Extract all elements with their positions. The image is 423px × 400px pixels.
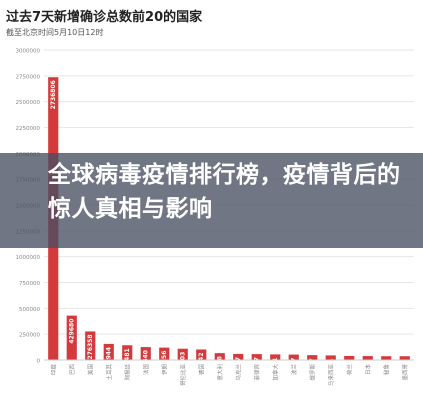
bar-value-label: 124840 (143, 350, 150, 375)
y-tick-label: 250000 (19, 333, 40, 339)
x-tick-label: 墨西哥 (402, 364, 409, 381)
bar (362, 356, 373, 360)
y-tick-label: 3000000 (16, 49, 41, 55)
y-tick-label: 1000000 (16, 255, 41, 261)
x-tick-label: 法国 (142, 364, 150, 376)
x-tick-label: 加拿大 (271, 364, 279, 381)
bar-value-label: 101942 (198, 352, 205, 377)
x-tick-label: 哥伦比亚 (179, 364, 187, 387)
bar (159, 347, 170, 360)
bar-value-label: 36549 (402, 359, 409, 380)
bar (85, 331, 96, 360)
bar-value-label: 109103 (180, 352, 187, 377)
bar-value-label: 36682 (383, 359, 390, 380)
bar (399, 356, 410, 360)
bar (233, 353, 244, 360)
bar-value-label: 37795 (365, 359, 372, 380)
x-tick-label: 德国 (197, 364, 205, 376)
chart-title: 过去7天新增确诊总数前20的国家 (6, 10, 203, 25)
bar-value-label: 119956 (161, 351, 168, 376)
x-tick-label: 土耳其 (105, 364, 113, 381)
x-tick-label: 荷兰 (345, 364, 353, 376)
x-tick-label: 马来西亚 (327, 364, 335, 387)
bar (325, 355, 336, 360)
y-tick-label: 500000 (19, 307, 40, 313)
x-tick-label: 伊朗 (160, 364, 168, 376)
x-tick-label: 巴西 (69, 364, 76, 376)
bar (270, 354, 281, 360)
x-tick-label: 俄罗斯 (308, 364, 316, 381)
x-tick-label: 美国 (86, 364, 94, 376)
bar (307, 355, 318, 360)
bar-value-label: 66448 (217, 356, 224, 377)
bar-value-label: 44331 (328, 358, 335, 379)
bar-value-label: 54251 (272, 357, 279, 378)
bar-value-label: 57007 (254, 357, 261, 378)
x-tick-label: 印度 (49, 364, 57, 376)
bar-value-label: 2736806 (50, 80, 57, 109)
bar (177, 348, 188, 360)
y-tick-label: 2500000 (16, 100, 41, 106)
bar (196, 349, 207, 360)
bar-value-label: 47007 (309, 358, 316, 379)
chart-subtitle: 截至北京时间5月10日12时 (6, 28, 104, 37)
bar (122, 345, 133, 360)
bar-value-label: 39292 (346, 359, 353, 380)
bar-value-label: 142481 (124, 348, 131, 373)
bar-value-label: 276358 (87, 334, 94, 359)
x-tick-label: 意大利 (216, 364, 224, 381)
x-tick-label: 秘鲁 (382, 364, 390, 376)
x-tick-label: 菲律宾 (253, 364, 261, 381)
y-tick-label: 750000 (19, 281, 40, 287)
y-tick-label: 2750000 (16, 74, 41, 80)
headline-text: 全球病毒疫情排行榜，疫情背后的惊人真相与影响 (48, 162, 401, 222)
bar (381, 356, 392, 360)
bar (66, 315, 77, 360)
x-tick-label: 阿根廷 (123, 364, 131, 381)
bar (140, 347, 151, 360)
y-tick-label: 2250000 (16, 126, 41, 132)
bar (214, 353, 225, 360)
bar-value-label: 155944 (106, 347, 113, 372)
bar (103, 343, 114, 360)
headline-banner (0, 153, 423, 248)
x-tick-label: 日本 (364, 364, 372, 376)
bar-value-label: 52487 (291, 358, 298, 379)
bar (251, 354, 262, 360)
x-tick-label: 乌克兰 (234, 364, 242, 381)
bar (344, 355, 355, 360)
bar (288, 354, 299, 360)
x-tick-label: 波兰 (290, 364, 298, 376)
bar-value-label: 429680 (69, 319, 76, 344)
y-tick-label: 0 (37, 359, 41, 365)
bar-value-label: 58637 (235, 357, 242, 378)
